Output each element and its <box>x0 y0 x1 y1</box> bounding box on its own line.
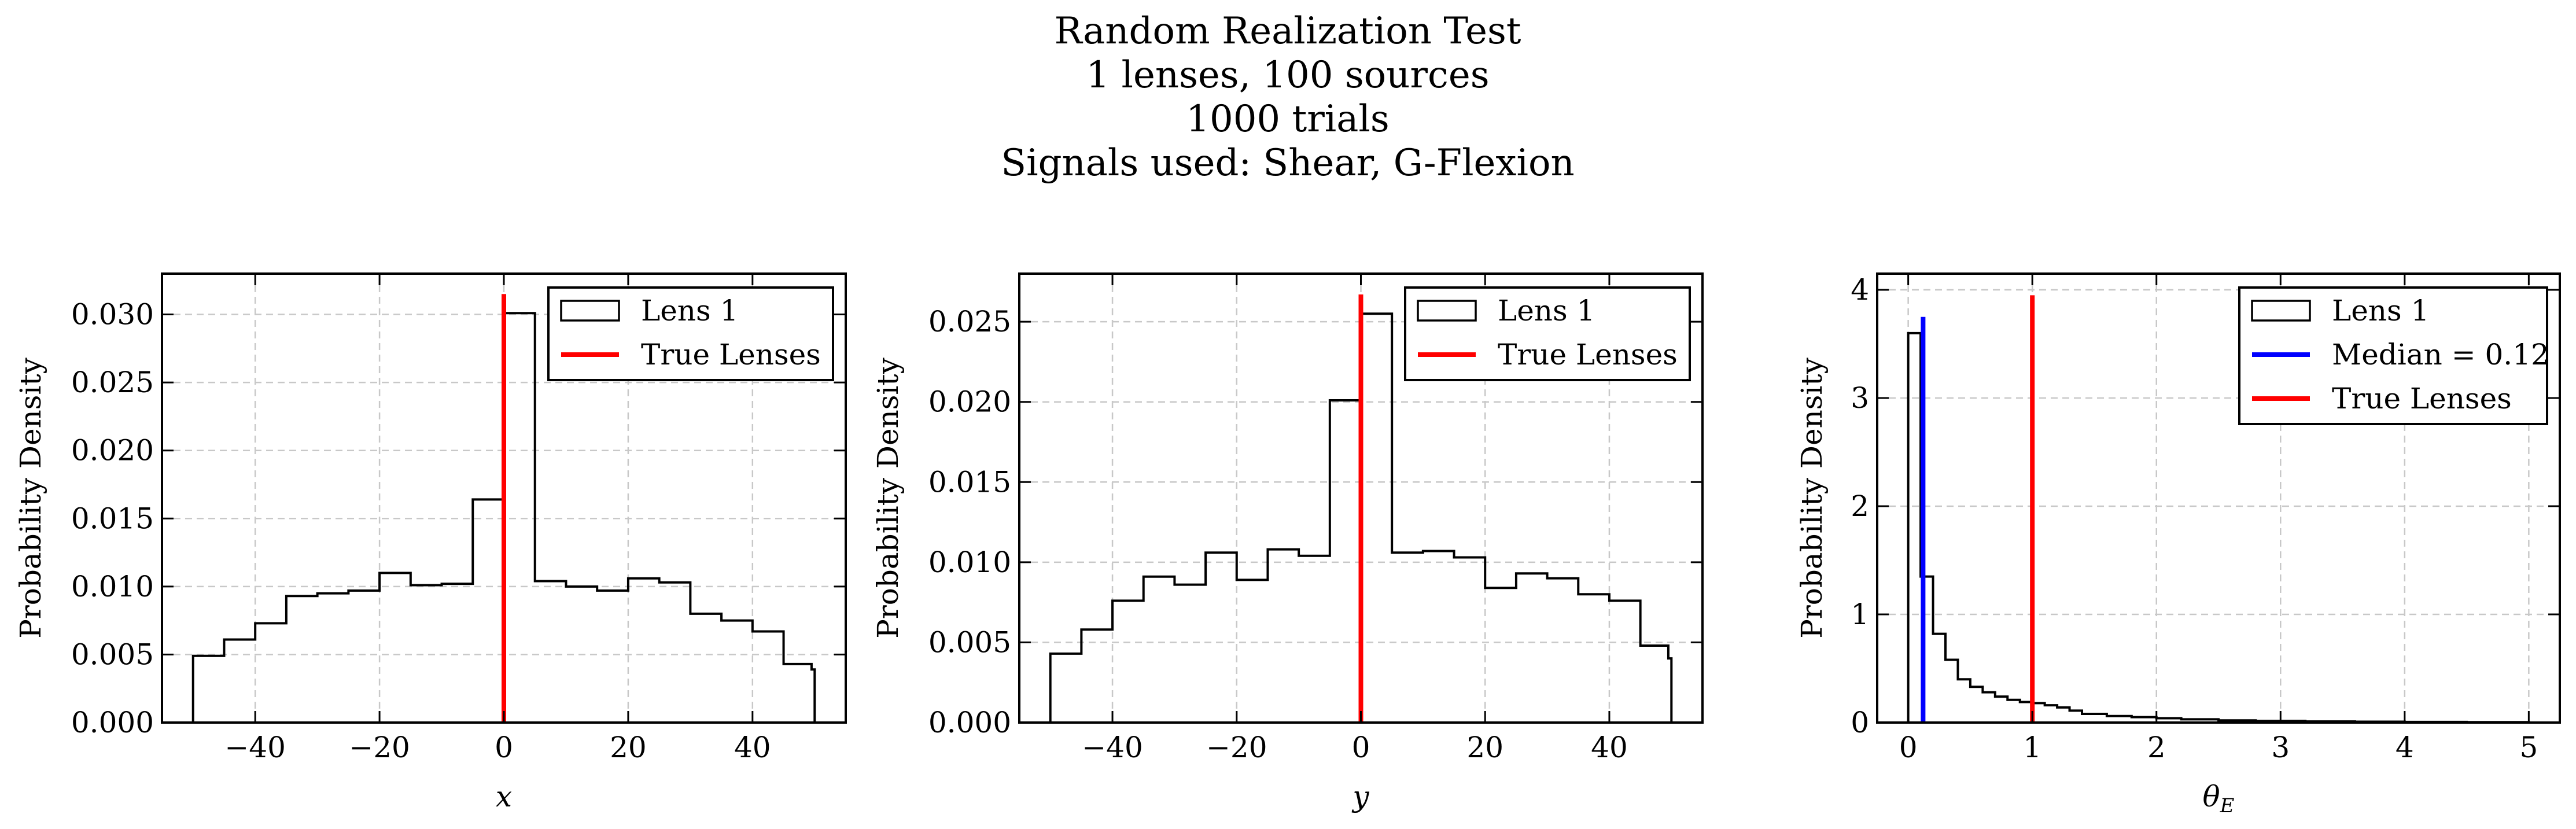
x-tick-label: 3 <box>2271 731 2290 764</box>
legend-label: Median = 0.12 <box>2332 338 2549 371</box>
legend-label: True Lenses <box>1498 338 1678 371</box>
y-tick-label: 0.000 <box>71 706 154 739</box>
y-axis-label: Probability Density <box>871 357 905 638</box>
x-axis-label: y <box>1351 780 1369 813</box>
x-tick-label: −40 <box>1082 731 1143 764</box>
y-tick-label: 1 <box>1851 598 1869 631</box>
x-axis-label: x <box>496 780 512 813</box>
y-tick-label: 0.005 <box>71 638 154 671</box>
x-tick-label: −20 <box>349 731 410 764</box>
y-tick-label: 3 <box>1851 381 1869 415</box>
histogram-step-lens-1 <box>191 312 816 723</box>
x-tick-label: 40 <box>1591 731 1628 764</box>
y-tick-label: 0.030 <box>71 298 154 331</box>
y-tick-label: 0.020 <box>71 434 154 467</box>
chart-panel-2: −40 −20 0 20 40 0.000 0.005 0.010 0.015 0.020 0.02… <box>871 272 1704 813</box>
x-tick-label: 40 <box>734 731 771 764</box>
y-tick-label: 2 <box>1851 489 1869 523</box>
y-tick-label: 0.015 <box>71 502 154 535</box>
legend: Lens 1 True Lenses <box>547 286 834 381</box>
legend-patch <box>560 300 620 322</box>
legend-label: Lens 1 <box>2332 294 2429 327</box>
legend: Lens 1 True Lenses <box>1404 286 1691 381</box>
y-tick-label: 0.020 <box>928 385 1011 419</box>
suptitle-line-2: 1 lenses, 100 sources <box>1086 54 1489 97</box>
suptitle-line-3: 1000 trials <box>1186 98 1389 141</box>
legend-label: True Lenses <box>641 338 821 371</box>
axes-frame <box>1876 272 2561 724</box>
y-axis-label: Probability Density <box>1795 357 1829 638</box>
x-tick-label: −20 <box>1206 731 1267 764</box>
x-tick-label: 20 <box>610 731 647 764</box>
y-tick-label: 0.015 <box>928 465 1011 499</box>
x-tick-label: 0 <box>1899 731 1918 764</box>
y-tick-label: 0.025 <box>71 366 154 399</box>
legend: Lens 1 Median = 0.12 True Lenses <box>2238 286 2549 425</box>
x-tick-label: 4 <box>2396 731 2414 764</box>
y-axis-label: Probability Density <box>14 357 47 638</box>
legend-label: Lens 1 <box>641 294 738 327</box>
x-tick-label: 0 <box>1352 731 1370 764</box>
legend-patch <box>2251 300 2311 322</box>
y-tick-label: 0 <box>1851 706 1869 739</box>
x-tick-label: −40 <box>224 731 286 764</box>
legend-label: Lens 1 <box>1498 294 1595 327</box>
legend-label: True Lenses <box>2332 382 2512 415</box>
histogram-step-lens-1 <box>1907 331 2530 724</box>
suptitle-line-4: Signals used: Shear, G-Flexion <box>1001 142 1574 185</box>
y-tick-label: 0.010 <box>71 570 154 603</box>
y-tick-label: 4 <box>1851 273 1869 307</box>
x-tick-label: 0 <box>495 731 513 764</box>
chart-panel-1: −40 −20 0 20 40 0.000 0.005 0.010 0.015 0.020 0.02… <box>14 272 847 813</box>
x-tick-label: 5 <box>2519 731 2538 764</box>
suptitle-line-1: Random Realization Test <box>1054 10 1521 53</box>
histogram-step-lens-1 <box>1049 312 1673 723</box>
suptitle: Random Realization Test 1 lenses, 100 so… <box>1001 10 1574 185</box>
x-tick-label: 20 <box>1466 731 1503 764</box>
y-tick-label: 0.000 <box>928 706 1011 739</box>
x-tick-label: 1 <box>2023 731 2041 764</box>
y-tick-label: 0.005 <box>928 625 1011 659</box>
x-tick-label: 2 <box>2147 731 2166 764</box>
y-tick-label: 0.010 <box>928 546 1011 579</box>
y-tick-label: 0.025 <box>928 305 1011 338</box>
legend-patch <box>1417 300 1477 322</box>
